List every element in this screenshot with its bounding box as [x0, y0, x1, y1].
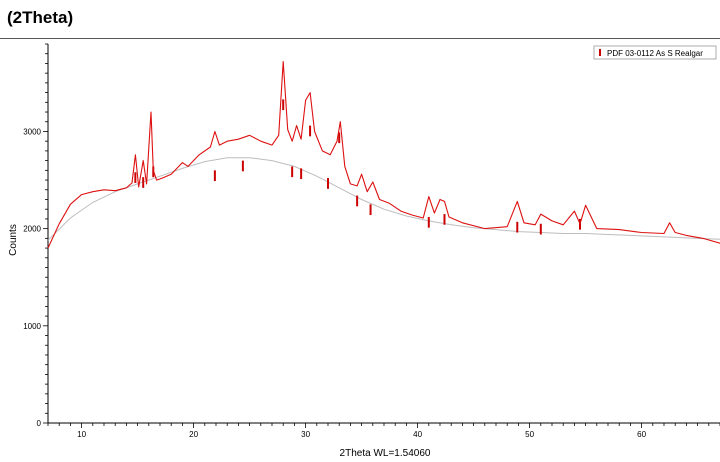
chart-title: (2Theta) — [7, 8, 74, 27]
y-axis-title: Counts — [8, 224, 19, 256]
x-tick-label: 60 — [637, 430, 646, 439]
pattern-line — [47, 60, 720, 249]
x-tick-label: 30 — [301, 430, 310, 439]
axes — [43, 43, 720, 428]
tick-labels: 10 20 30 40 50 60 0 1000 2000 3000 — [23, 127, 646, 439]
x-tick-label: 50 — [525, 430, 534, 439]
y-tick-label: 2000 — [23, 225, 41, 234]
y-tick-label: 0 — [37, 419, 42, 428]
legend-swatch — [599, 49, 601, 56]
background-fit-line — [47, 157, 720, 241]
x-tick-label: 10 — [77, 430, 86, 439]
x-axis-title: 2Theta WL=1.54060 — [340, 448, 431, 459]
x-tick-label: 40 — [413, 430, 422, 439]
background-fit — [47, 157, 720, 241]
legend-label: PDF 03-0112 As S Realgar — [607, 49, 703, 58]
y-tick-label: 1000 — [23, 322, 41, 331]
x-tick-label: 20 — [189, 430, 198, 439]
y-tick-label: 3000 — [23, 127, 41, 136]
reference-peaks — [134, 99, 581, 235]
legend-box — [593, 45, 717, 60]
legend: PDF 03-0112 As S Realgar — [593, 45, 717, 60]
diffraction-pattern — [47, 60, 720, 249]
title-divider — [0, 38, 720, 39]
